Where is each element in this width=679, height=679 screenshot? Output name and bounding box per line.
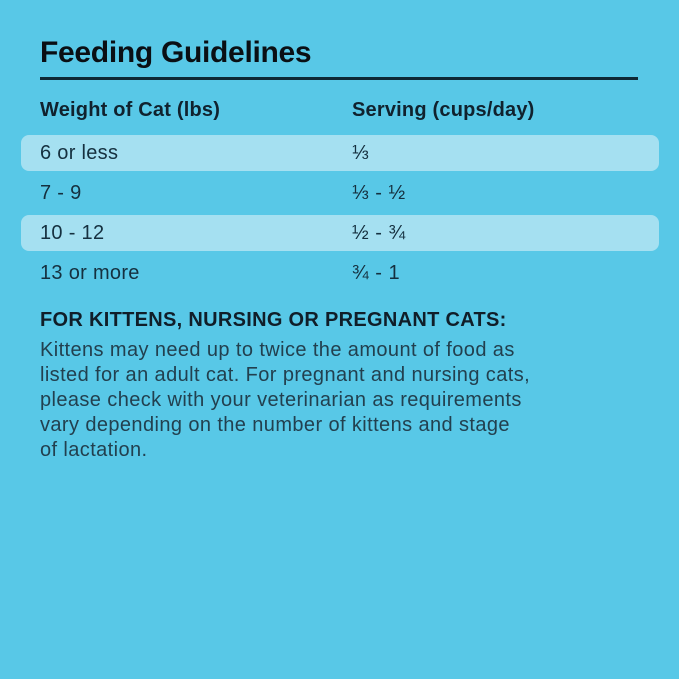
kittens-note-body: Kittens may need up to twice the amount … bbox=[40, 339, 531, 461]
title-divider bbox=[40, 77, 638, 80]
weight-cell: 7 - 9 bbox=[40, 182, 82, 204]
weight-cell: 13 or more bbox=[40, 262, 140, 284]
table-row: 13 or more ¾ - 1 bbox=[21, 255, 659, 291]
serving-cell: ⅓ - ½ bbox=[352, 182, 406, 204]
weight-cell: 10 - 12 bbox=[40, 222, 105, 244]
weight-cell: 6 or less bbox=[40, 142, 119, 164]
table-row: 10 - 12 ½ - ¾ bbox=[21, 215, 659, 251]
table-row: 6 or less ⅓ bbox=[21, 135, 659, 171]
kittens-note: FOR KITTENS, NURSING OR PREGNANT CATS: K… bbox=[40, 307, 645, 463]
column-header-weight: Weight of Cat (lbs) bbox=[40, 99, 221, 121]
table-header-row: Weight of Cat (lbs) Serving (cups/day) bbox=[0, 99, 679, 127]
page-title: Feeding Guidelines bbox=[40, 36, 312, 69]
serving-cell: ¾ - 1 bbox=[352, 262, 401, 284]
column-header-serving: Serving (cups/day) bbox=[352, 99, 535, 121]
kittens-note-heading: FOR KITTENS, NURSING OR PREGNANT CATS: bbox=[40, 309, 507, 331]
serving-cell: ½ - ¾ bbox=[352, 222, 406, 244]
serving-cell: ⅓ bbox=[352, 142, 370, 164]
table-row: 7 - 9 ⅓ - ½ bbox=[21, 175, 659, 211]
